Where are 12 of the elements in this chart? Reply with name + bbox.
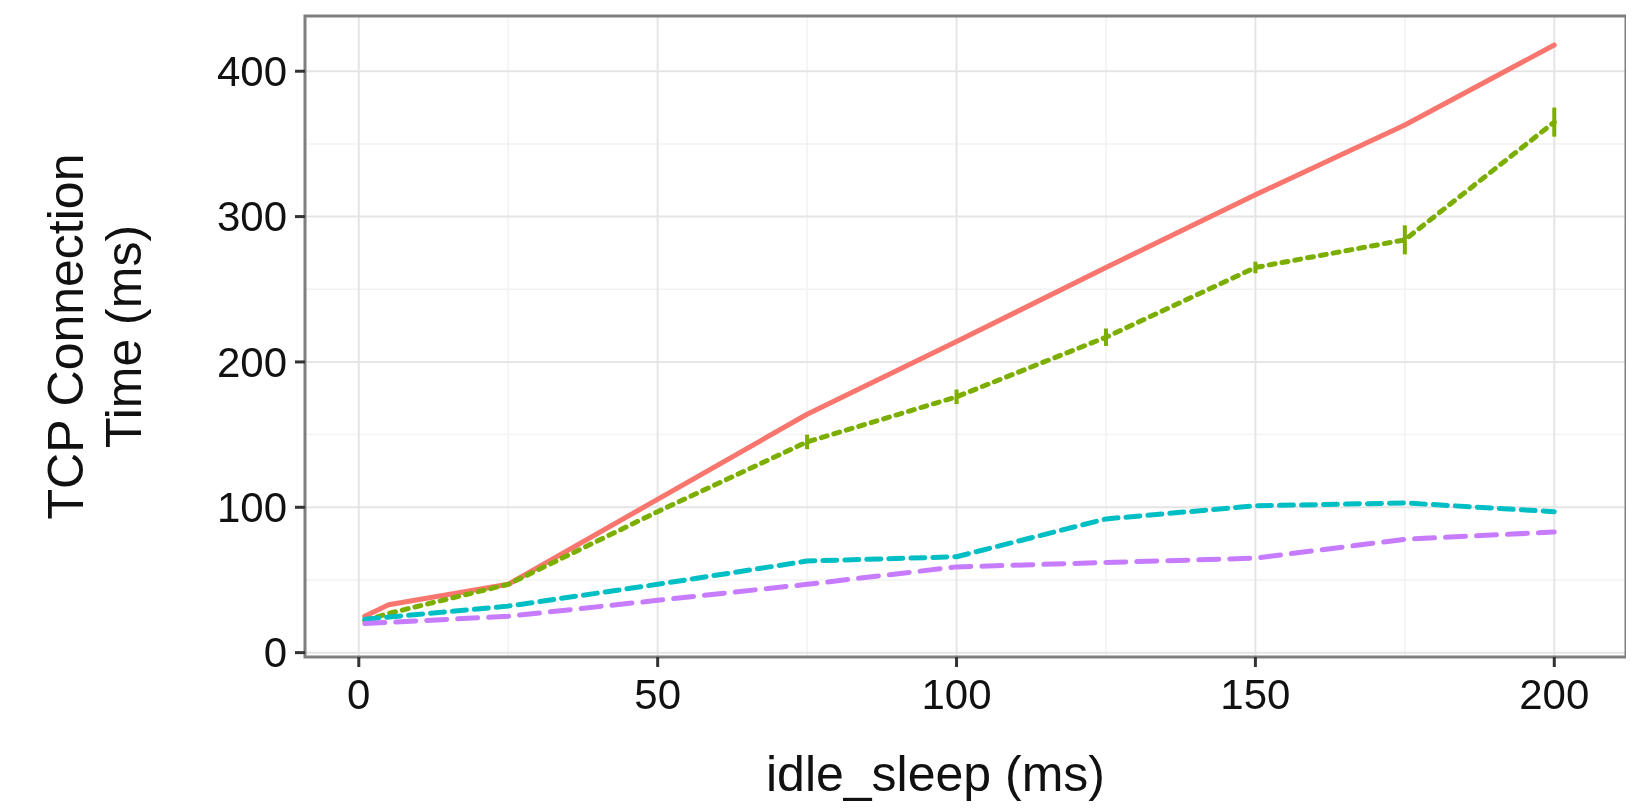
x-tick-label: 100 — [921, 671, 992, 718]
y-tick-label: 100 — [216, 483, 287, 531]
y-tick-label: 200 — [216, 338, 287, 386]
y-tick-label: 400 — [216, 47, 287, 95]
x-tick-label: 0 — [347, 671, 371, 718]
x-tick-label: 200 — [1519, 671, 1590, 718]
x-tick-label: 150 — [1220, 671, 1291, 718]
x-axis-title: idle_sleep (ms) — [765, 746, 1106, 802]
y-tick-label: 300 — [216, 193, 287, 241]
y-tick-label: 0 — [263, 629, 287, 677]
x-tick-label: 50 — [634, 671, 682, 718]
y-axis-title: TCP Connection Time (ms) — [38, 153, 152, 520]
